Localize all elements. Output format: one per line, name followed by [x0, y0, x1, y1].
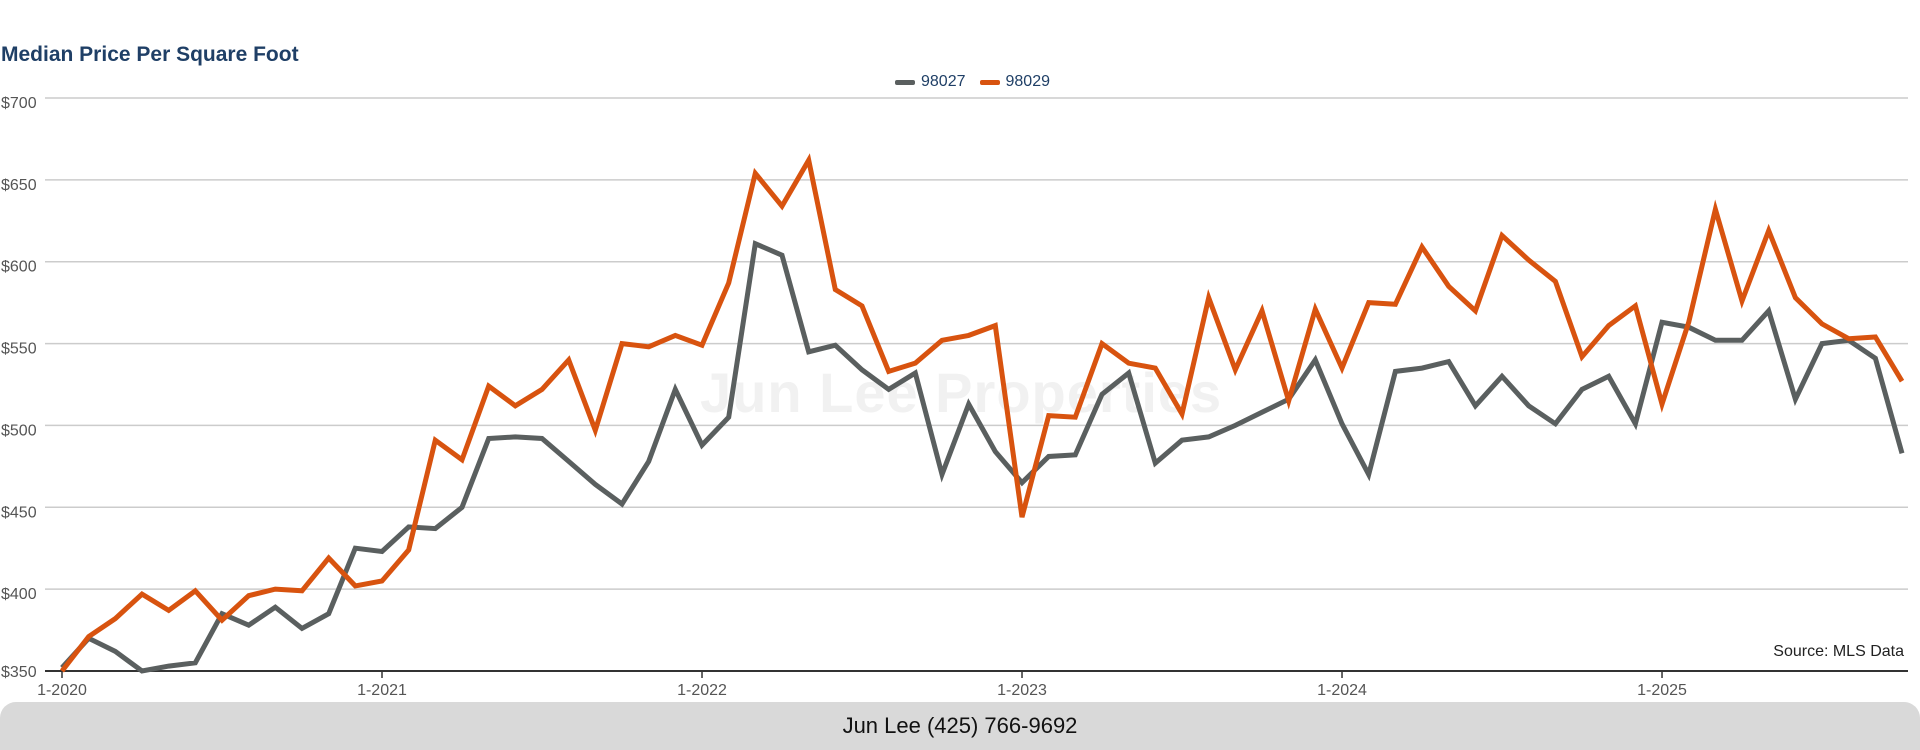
footer-bar: Jun Lee (425) 766-9692: [0, 702, 1920, 750]
x-tick-label-2021-01: 1-2021: [357, 682, 407, 699]
legend-swatch-98029: [979, 79, 1000, 85]
x-tick-label-2025-01: 1-2025: [1637, 682, 1687, 699]
series-line-98029: [60, 153, 1905, 673]
x-tick-label-2020-01: 1-2020: [37, 682, 87, 699]
y-tick-label-450: $450: [1, 504, 37, 521]
chart-title: Median Price Per Square Foot: [1, 43, 299, 66]
source-note: Source: MLS Data: [1773, 643, 1904, 660]
chart-legend: 98027 98029: [895, 73, 1050, 91]
series-line-98027: [60, 240, 1905, 674]
legend-item-98029[interactable]: 98029: [979, 73, 1051, 91]
legend-label-98027: 98027: [921, 73, 966, 90]
y-tick-label-500: $500: [1, 422, 37, 439]
y-tick-label-550: $550: [1, 341, 37, 358]
legend-swatch-98027: [895, 79, 915, 85]
y-tick-label-700: $700: [1, 95, 37, 112]
y-tick-label-400: $400: [1, 586, 37, 603]
x-tick-label-2024-01: 1-2024: [1317, 682, 1367, 699]
y-tick-label-600: $600: [1, 259, 37, 276]
footer-contact: Jun Lee (425) 766-9692: [842, 713, 1078, 738]
y-tick-label-350: $350: [1, 664, 37, 681]
legend-label-98029: 98029: [1005, 73, 1051, 90]
y-tick-label-650: $650: [1, 177, 37, 194]
x-tick-label-2022-01: 1-2022: [677, 682, 727, 699]
x-tick-label-2023-01: 1-2023: [997, 682, 1047, 699]
legend-item-98027[interactable]: 98027: [895, 73, 966, 91]
